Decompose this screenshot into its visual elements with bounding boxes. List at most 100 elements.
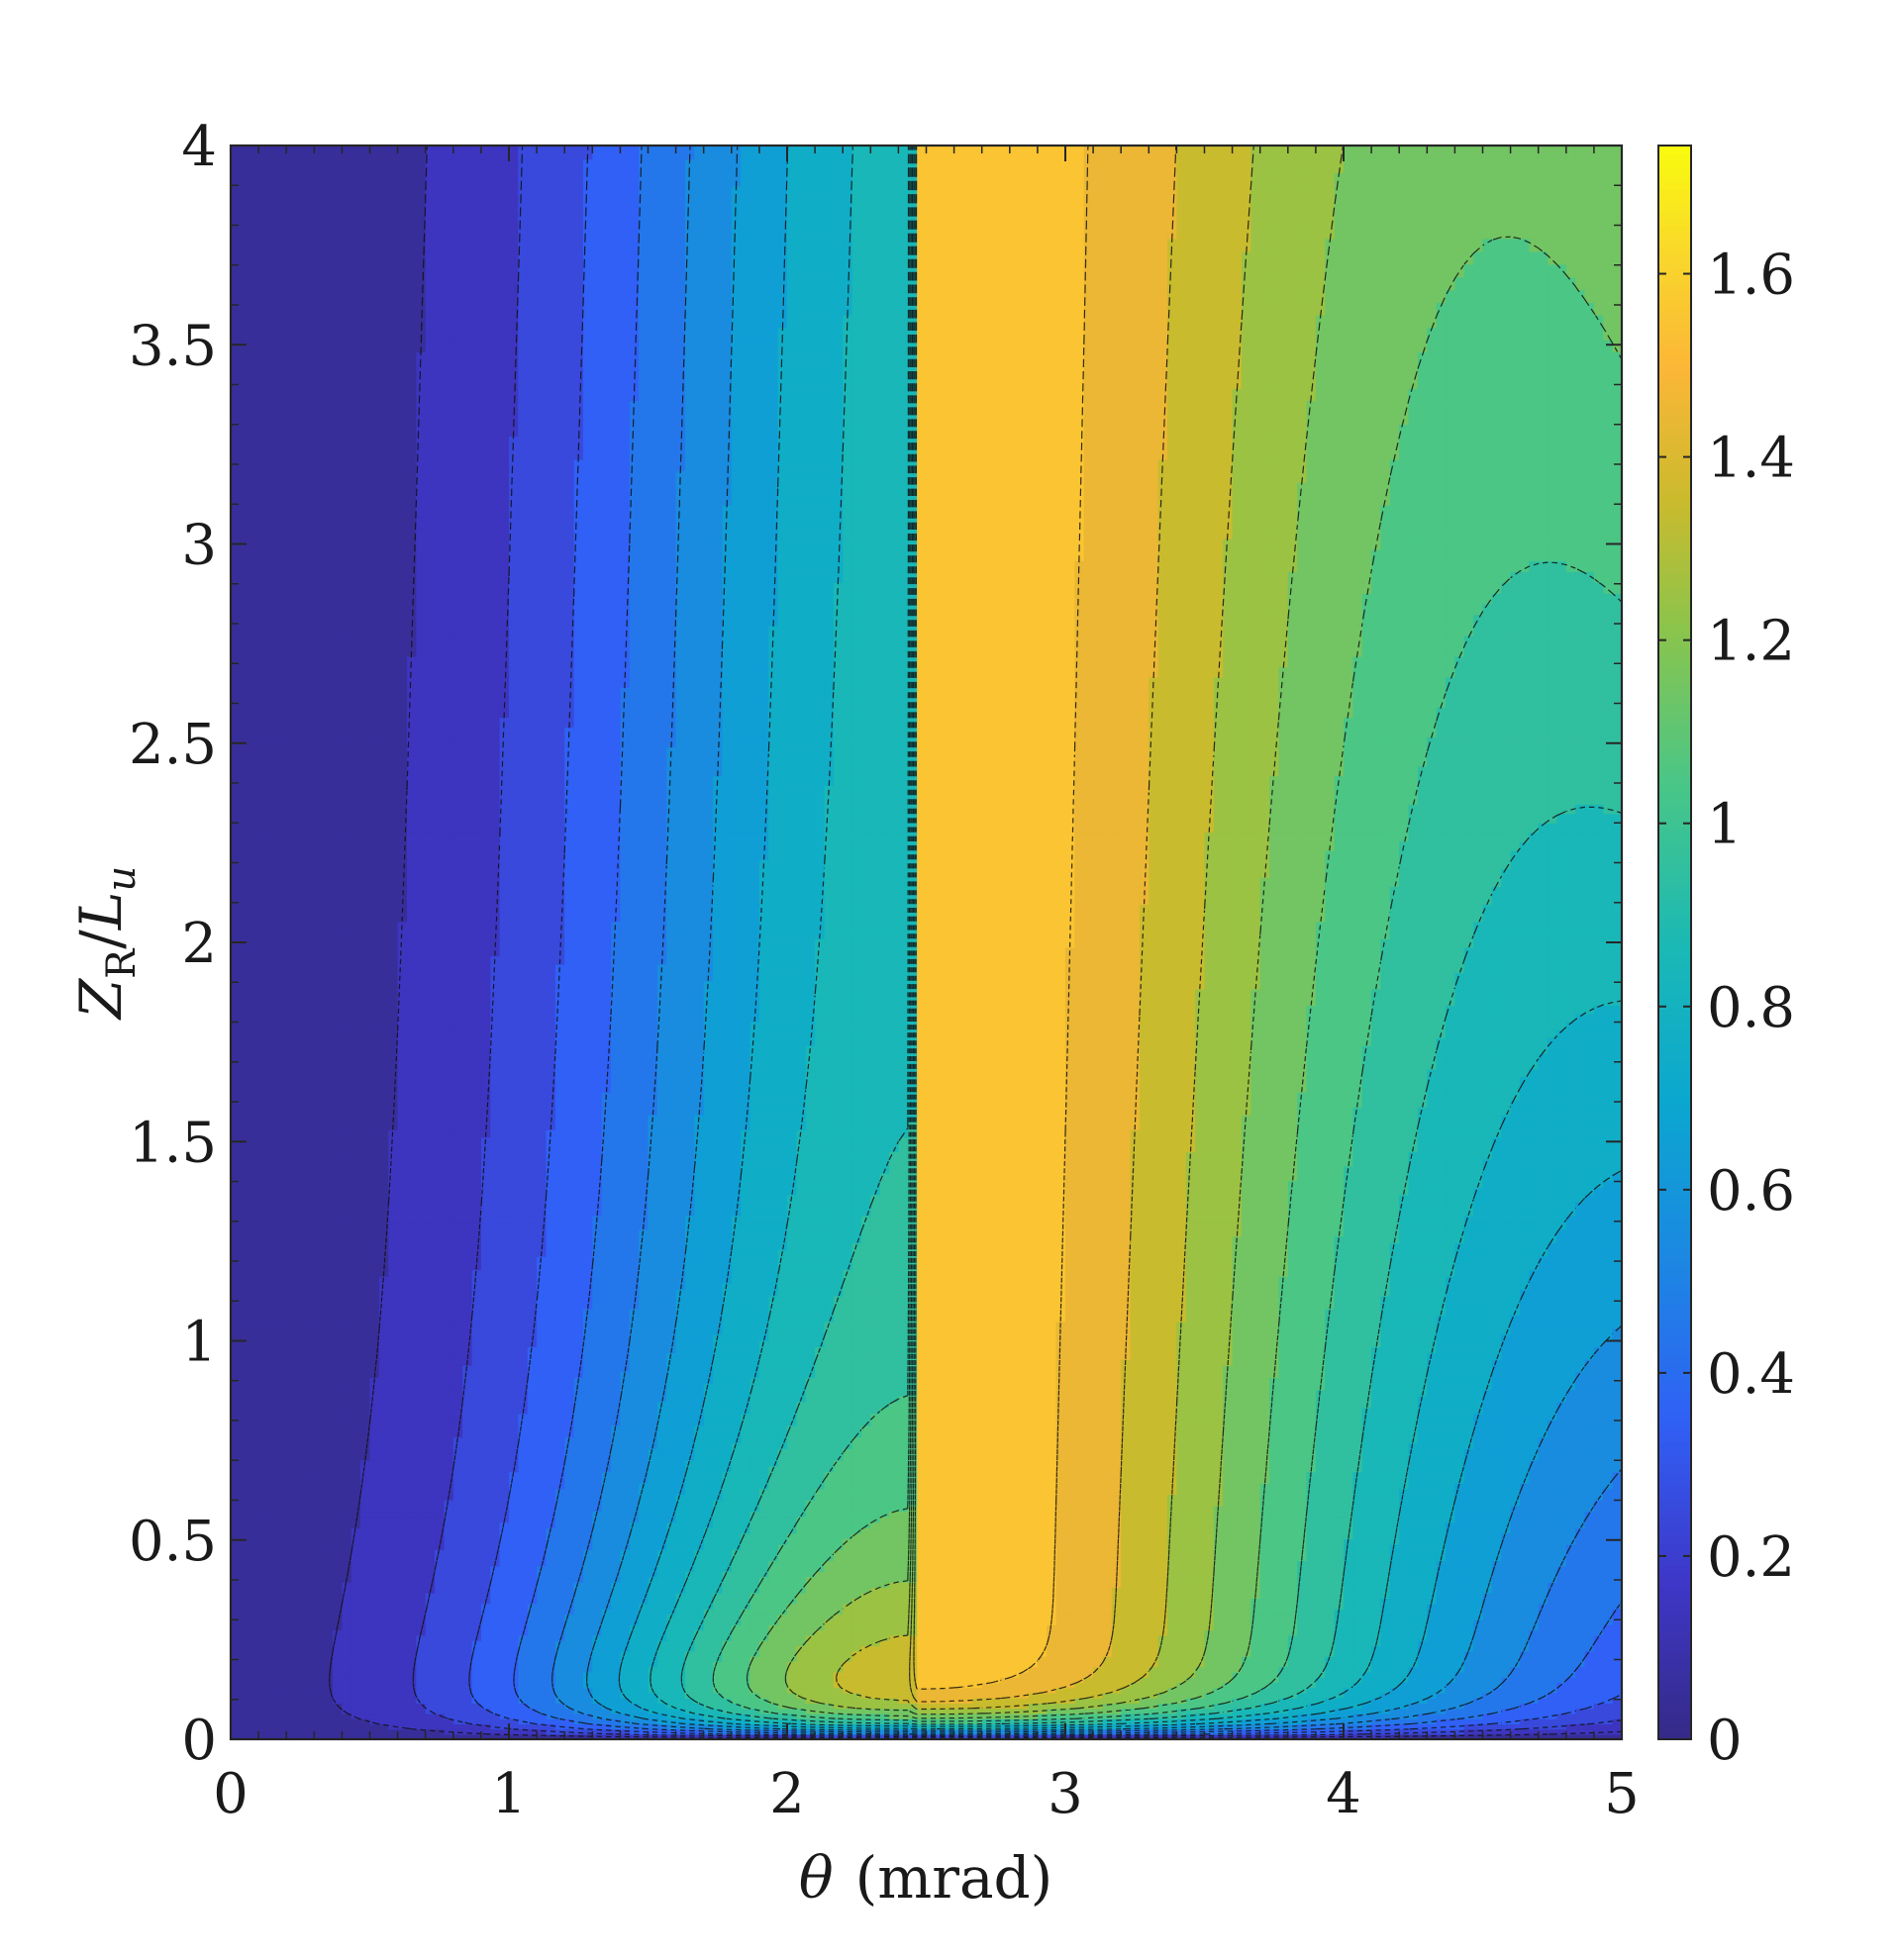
contour-cell	[1325, 1667, 1335, 1673]
contour-cell	[500, 1566, 510, 1572]
contour-cell	[1158, 1698, 1168, 1704]
contour-cell	[1316, 1624, 1326, 1630]
contour-cell	[1047, 1566, 1056, 1572]
contour-cell	[1000, 1629, 1010, 1635]
contour-cell	[231, 1718, 241, 1724]
contour-cell	[1102, 1609, 1112, 1615]
contour-cell	[898, 1682, 908, 1688]
contour-cell	[1167, 1571, 1177, 1577]
contour-cell	[472, 1661, 482, 1667]
contour-cell	[1176, 1688, 1186, 1694]
contour-cell	[250, 1729, 259, 1735]
contour-cell	[314, 1609, 324, 1615]
contour-cell	[1520, 1571, 1530, 1577]
contour-cell	[1344, 1661, 1353, 1667]
contour-cell	[426, 1729, 436, 1735]
contour-cell	[1409, 1571, 1419, 1577]
contour-cell	[1427, 1682, 1437, 1688]
contour-cell	[1371, 1635, 1381, 1641]
contour-cell	[861, 1714, 871, 1719]
contour-cell	[1390, 1609, 1400, 1615]
contour-cell	[1316, 1582, 1326, 1588]
contour-cell	[1038, 1609, 1048, 1615]
contour-cell	[1603, 1582, 1613, 1588]
contour-cell	[649, 1598, 658, 1604]
contour-cell	[704, 1688, 714, 1694]
contour-cell	[1501, 1593, 1511, 1599]
contour-cell	[1594, 1571, 1604, 1577]
contour-cell	[1233, 1651, 1243, 1657]
contour-cell	[462, 1593, 472, 1599]
contour-cell	[500, 1703, 510, 1709]
contour-cell	[870, 1635, 880, 1641]
contour-cell	[583, 1566, 593, 1572]
contour-cell	[1065, 1577, 1075, 1583]
contour-cell	[490, 1682, 500, 1688]
contour-cell	[1195, 1566, 1205, 1572]
contour-cell	[666, 1566, 676, 1572]
contour-cell	[1520, 1582, 1530, 1588]
contour-cell	[1603, 1577, 1613, 1583]
contour-cell	[528, 1723, 538, 1729]
contour-cell	[1566, 1677, 1576, 1683]
contour-cell	[666, 1593, 676, 1599]
contour-cell	[435, 1598, 445, 1604]
contour-cell	[908, 1645, 918, 1651]
contour-cell	[750, 1624, 760, 1630]
contour-cell	[1501, 1577, 1511, 1583]
contour-cell	[1000, 1577, 1010, 1583]
contour-cell	[1464, 1609, 1474, 1615]
contour-cell	[1214, 1614, 1224, 1619]
contour-cell	[416, 1588, 426, 1594]
contour-cell	[1371, 1682, 1381, 1688]
contour-cell	[1464, 1593, 1474, 1599]
contour-cell	[936, 1582, 946, 1588]
contour-cell	[676, 1645, 686, 1651]
contour-cell	[518, 1560, 528, 1566]
contour-cell	[258, 1651, 268, 1657]
contour-cell	[286, 1635, 296, 1641]
contour-cell	[1131, 1629, 1141, 1635]
contour-cell	[861, 1698, 871, 1704]
contour-cell	[1307, 1577, 1317, 1583]
contour-cell	[500, 1571, 510, 1577]
contour-cell	[982, 1593, 992, 1599]
contour-cell	[574, 1672, 584, 1678]
contour-cell	[426, 1635, 436, 1641]
contour-cell	[462, 1651, 472, 1657]
contour-cell	[639, 1672, 649, 1678]
contour-cell	[732, 1698, 742, 1704]
contour-cell	[1390, 1661, 1400, 1667]
contour-cell	[398, 1645, 408, 1651]
contour-cell	[1297, 1577, 1307, 1583]
contour-cell	[963, 1566, 973, 1572]
contour-cell	[333, 1729, 343, 1735]
contour-cell	[666, 1682, 676, 1688]
contour-cell	[1307, 1645, 1317, 1651]
contour-cell	[917, 1598, 927, 1604]
contour-cell	[787, 1640, 797, 1646]
contour-cell	[1149, 1577, 1158, 1583]
contour-cell	[1575, 1571, 1585, 1577]
contour-cell	[1492, 1651, 1502, 1657]
contour-cell	[1575, 1598, 1585, 1604]
contour-cell	[889, 1640, 899, 1646]
contour-cell	[620, 1604, 630, 1610]
contour-cell	[592, 1693, 602, 1699]
contour-cell	[972, 1609, 982, 1615]
contour-cell	[972, 1619, 982, 1625]
contour-cell	[416, 1688, 426, 1694]
contour-cell	[1288, 1614, 1298, 1619]
contour-cell	[685, 1629, 695, 1635]
contour-cell	[666, 1651, 676, 1657]
contour-cell	[1260, 1645, 1270, 1651]
contour-cell	[518, 1614, 528, 1619]
contour-cell	[564, 1661, 574, 1667]
contour-cell	[277, 1714, 287, 1719]
contour-cell	[1242, 1667, 1251, 1673]
contour-cell	[296, 1571, 306, 1577]
contour-cell	[787, 1624, 797, 1630]
contour-cell	[1269, 1588, 1279, 1594]
contour-cell	[1176, 1640, 1186, 1646]
contour-cell	[500, 1682, 510, 1688]
